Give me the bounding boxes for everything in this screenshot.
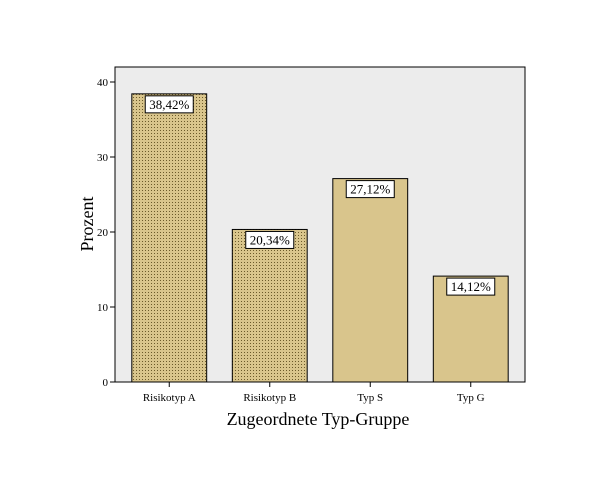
x-tick-label: Typ S — [357, 392, 383, 404]
bar — [332, 178, 409, 383]
x-tick-label: Risikotyp A — [143, 392, 196, 404]
bar — [131, 93, 208, 383]
y-tick-label: 10 — [97, 302, 109, 314]
data-label: 20,34% — [250, 232, 290, 247]
y-ticks: 0 10 20 30 40 — [97, 77, 115, 389]
data-label: 14,12% — [451, 279, 491, 294]
data-label-box — [345, 180, 395, 199]
bar — [231, 228, 308, 383]
y-axis: 0 10 20 30 40 — [97, 67, 116, 389]
data-label: 38,42% — [149, 97, 189, 112]
x-ticks: Risikotyp A Risikotyp B Typ S Typ G — [143, 382, 485, 404]
data-labels: 38,42% 20,34% 27,12% 14,12% — [144, 95, 496, 296]
y-tick-label: 0 — [103, 377, 109, 389]
y-axis-title: Prozent — [77, 197, 97, 252]
y-tick-label: 20 — [97, 227, 109, 239]
x-axis-title: Zugeordnete Typ-Gruppe — [227, 409, 410, 429]
data-label-box — [245, 230, 295, 249]
data-label-box — [446, 277, 496, 296]
data-label: 27,12% — [350, 182, 390, 197]
y-tick-label: 30 — [97, 152, 109, 164]
y-tick-label: 40 — [97, 77, 109, 89]
data-label-box — [144, 95, 194, 114]
x-tick-label: Risikotyp B — [243, 392, 296, 404]
x-tick-label: Typ G — [457, 392, 485, 404]
